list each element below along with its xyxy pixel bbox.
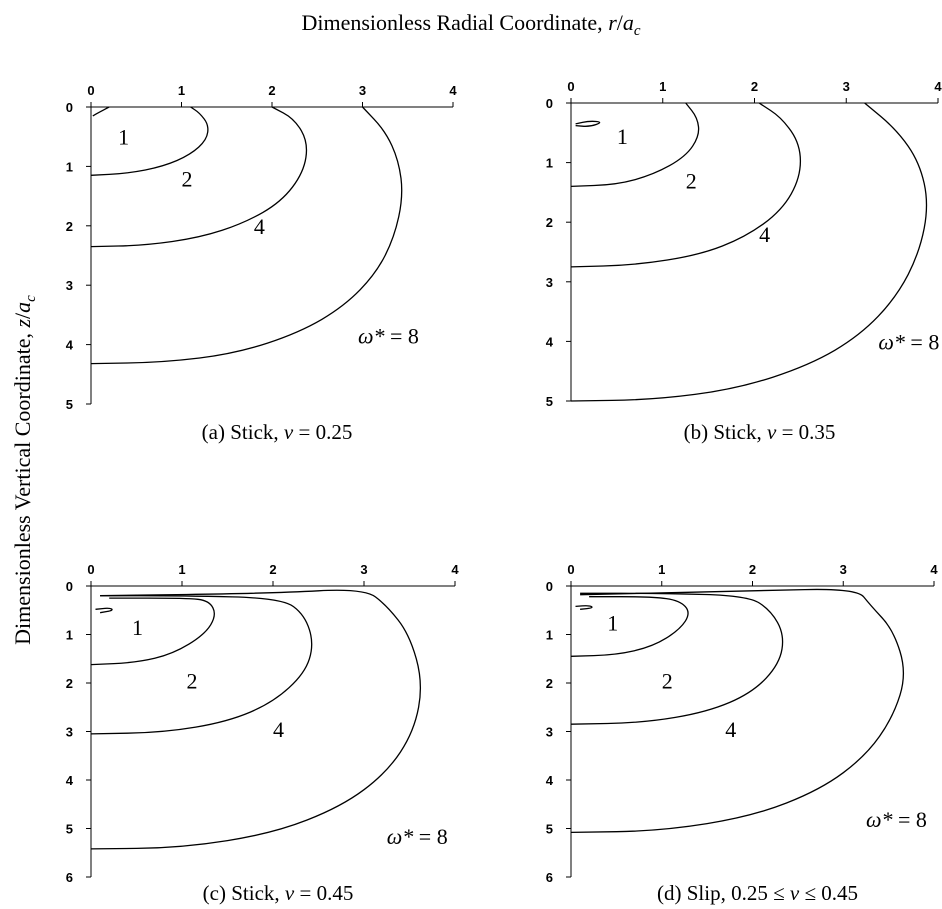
- y-tick-label: 1: [546, 156, 553, 171]
- x-tick-label: 1: [178, 83, 185, 98]
- x-tick-label: 3: [359, 83, 366, 98]
- contour-label: 2: [662, 669, 673, 694]
- y-tick-label: 4: [66, 773, 74, 788]
- contour-label: ω* = 8: [358, 324, 419, 349]
- side-axis-title-var: z: [10, 319, 35, 329]
- x-tick-label: 1: [659, 79, 666, 94]
- y-tick-label: 1: [66, 628, 73, 643]
- contour-label: 2: [686, 168, 697, 193]
- x-tick-label: 3: [843, 79, 850, 94]
- panel-b: 0 1 2 3 4 0 1 2 3 4 5 1 2 4 ω* = 8 (b) Stick, ν = 0.35: [546, 79, 942, 444]
- y-tick-label: 4: [66, 338, 74, 353]
- y-tick-label: 0: [546, 96, 553, 111]
- panel-caption: (d) Slip, 0.25 ≤ ν ≤ 0.45: [657, 881, 858, 905]
- y-tick-label: 4: [546, 773, 554, 788]
- x-tick-label: 0: [87, 83, 94, 98]
- y-tick-label: 0: [66, 579, 73, 594]
- contour-line: [570, 596, 689, 657]
- y-tick-label: 5: [66, 397, 73, 412]
- contour-label: 4: [254, 214, 265, 239]
- contour-label: 1: [118, 125, 129, 150]
- y-tick-label: 5: [66, 822, 73, 837]
- x-tick-label: 2: [749, 562, 756, 577]
- contour-label: 2: [187, 669, 198, 694]
- top-axis-title-sub-base: a: [623, 10, 634, 35]
- contour-label: 4: [759, 222, 770, 247]
- side-axis-title-slash: /: [10, 312, 35, 319]
- y-tick-label: 2: [546, 676, 553, 691]
- contour-label: ω* = 8: [878, 329, 939, 354]
- x-tick-label: 4: [930, 562, 938, 577]
- y-tick-label: 5: [546, 394, 553, 409]
- contour-line: [570, 102, 802, 268]
- contour-label: 4: [725, 717, 736, 742]
- y-tick-label: 2: [546, 215, 553, 230]
- side-axis-title: Dimensionless Vertical Coordinate, z/ac: [10, 295, 39, 645]
- y-tick-label: 1: [66, 159, 73, 174]
- top-axis-title: Dimensionless Radial Coordinate, r/ac: [301, 10, 640, 39]
- panel-d: 0 1 2 3 4 0 1 2 3 4 5 6 1 2 4 ω* = 8 (d) Slip, 0.25 ≤ ν …: [546, 562, 939, 905]
- top-axis-title-main: Dimensionless Radial Coordinate,: [301, 10, 608, 35]
- contour-line: [90, 595, 313, 735]
- x-tick-label: 0: [567, 79, 574, 94]
- contour-label: 4: [273, 717, 284, 742]
- contour-line: [570, 592, 784, 725]
- y-tick-label: 0: [66, 100, 73, 115]
- x-tick-label: 3: [360, 562, 367, 577]
- contour-line: [92, 106, 110, 117]
- y-tick-label: 6: [546, 870, 553, 885]
- y-tick-label: 1: [546, 628, 553, 643]
- contour-label: 2: [182, 166, 193, 191]
- x-tick-label: 1: [658, 562, 665, 577]
- top-axis-title-sub: c: [634, 23, 641, 39]
- contour-line: [575, 120, 601, 127]
- contour-line: [570, 102, 928, 402]
- panel-caption: (b) Stick, ν = 0.35: [684, 420, 836, 444]
- x-tick-label: 2: [751, 79, 758, 94]
- x-tick-label: 0: [567, 562, 574, 577]
- y-tick-label: 3: [66, 278, 73, 293]
- x-tick-label: 4: [449, 83, 457, 98]
- panel-caption: (a) Stick, ν = 0.25: [202, 420, 353, 444]
- panel-caption: (c) Stick, ν = 0.45: [203, 881, 354, 905]
- y-tick-label: 6: [66, 870, 73, 885]
- y-tick-label: 3: [546, 275, 553, 290]
- y-tick-label: 2: [66, 676, 73, 691]
- side-axis-title-sub: c: [23, 295, 39, 302]
- side-axis-title-main: Dimensionless Vertical Coordinate,: [10, 328, 35, 645]
- contour-line: [570, 588, 905, 834]
- x-tick-label: 3: [840, 562, 847, 577]
- y-tick-label: 5: [546, 822, 553, 837]
- contour-label: 1: [617, 124, 628, 149]
- y-tick-label: 3: [66, 725, 73, 740]
- contour-line: [90, 589, 422, 850]
- contour-label: ω* = 8: [387, 824, 448, 849]
- y-tick-label: 3: [546, 725, 553, 740]
- x-tick-label: 2: [268, 83, 275, 98]
- contour-line: [90, 106, 403, 365]
- contour-line: [90, 597, 215, 666]
- side-axis-title-sub-base: a: [10, 302, 35, 313]
- contour-label: 1: [607, 610, 618, 635]
- x-tick-label: 4: [934, 79, 942, 94]
- contour-line: [90, 106, 209, 176]
- x-tick-label: 2: [269, 562, 276, 577]
- contour-label: ω* = 8: [866, 807, 927, 832]
- contour-line: [95, 607, 113, 614]
- y-tick-label: 4: [546, 334, 554, 349]
- top-axis-title-slash: /: [617, 10, 624, 35]
- y-tick-label: 2: [66, 219, 73, 234]
- contour-label: 1: [132, 615, 143, 640]
- contour-line: [575, 605, 593, 610]
- top-axis-title-var: r: [608, 10, 617, 35]
- x-tick-label: 4: [451, 562, 459, 577]
- contour-line: [570, 102, 700, 188]
- x-tick-label: 1: [178, 562, 185, 577]
- y-tick-label: 0: [546, 579, 553, 594]
- panel-a: 0 1 2 3 4 0 1 2 3 4 5 1 2 4 ω* = 8 (a) Stick, ν = 0.25: [66, 83, 458, 444]
- x-tick-label: 0: [87, 562, 94, 577]
- panel-c: 0 1 2 3 4 0 1 2 3 4 5 6 1 2 4 ω* = 8 (c) Stick, ν = 0.45: [66, 562, 460, 905]
- contour-line: [90, 106, 308, 248]
